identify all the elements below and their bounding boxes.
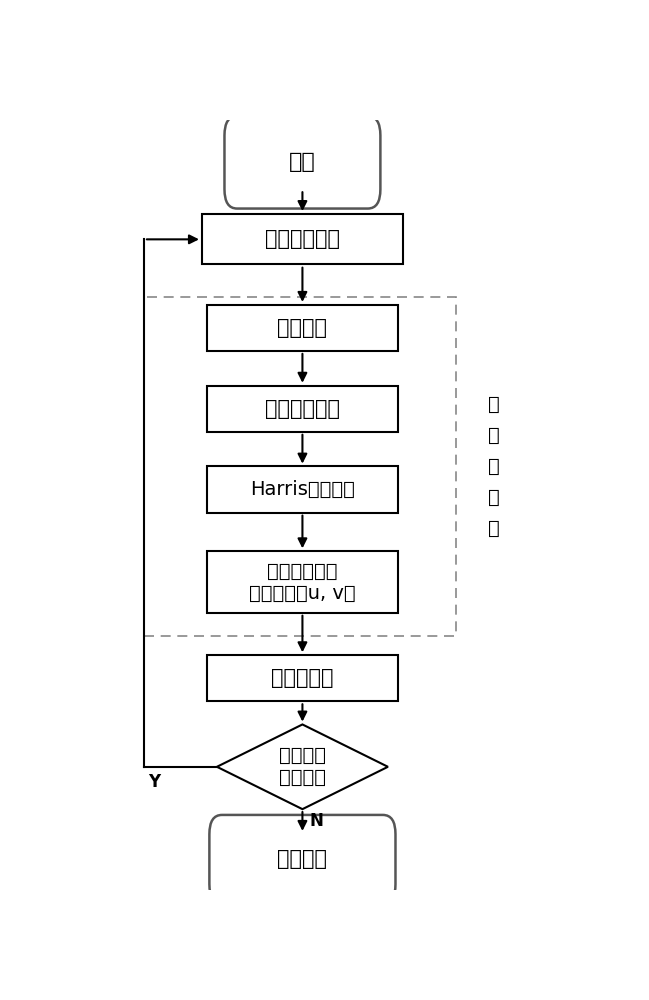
Text: 图: 图 <box>487 395 500 414</box>
FancyBboxPatch shape <box>225 116 380 209</box>
Text: 预: 预 <box>487 457 500 476</box>
FancyBboxPatch shape <box>207 551 398 613</box>
FancyBboxPatch shape <box>207 386 398 432</box>
FancyBboxPatch shape <box>207 655 398 701</box>
Text: 计算弧垂值: 计算弧垂值 <box>271 668 334 688</box>
Text: N: N <box>310 812 323 830</box>
FancyBboxPatch shape <box>207 305 398 351</box>
Text: 提取观测点的
像素坐标（u, v）: 提取观测点的 像素坐标（u, v） <box>249 562 356 602</box>
FancyBboxPatch shape <box>210 815 395 903</box>
Text: 图像锐化: 图像锐化 <box>277 318 328 338</box>
Text: 相机图像采集: 相机图像采集 <box>265 229 340 249</box>
FancyBboxPatch shape <box>207 466 398 513</box>
Text: 是否在安
全范围内: 是否在安 全范围内 <box>279 746 326 787</box>
Text: 处: 处 <box>487 488 500 507</box>
Text: 像: 像 <box>487 426 500 445</box>
Text: 开始: 开始 <box>289 152 316 172</box>
Text: Y: Y <box>148 773 160 791</box>
Text: 双向中值滤波: 双向中值滤波 <box>265 399 340 419</box>
Text: 理: 理 <box>487 519 500 538</box>
Text: 发出警报: 发出警报 <box>277 849 328 869</box>
Polygon shape <box>217 724 388 809</box>
Text: Harris角点检测: Harris角点检测 <box>250 480 355 499</box>
FancyBboxPatch shape <box>202 214 403 264</box>
